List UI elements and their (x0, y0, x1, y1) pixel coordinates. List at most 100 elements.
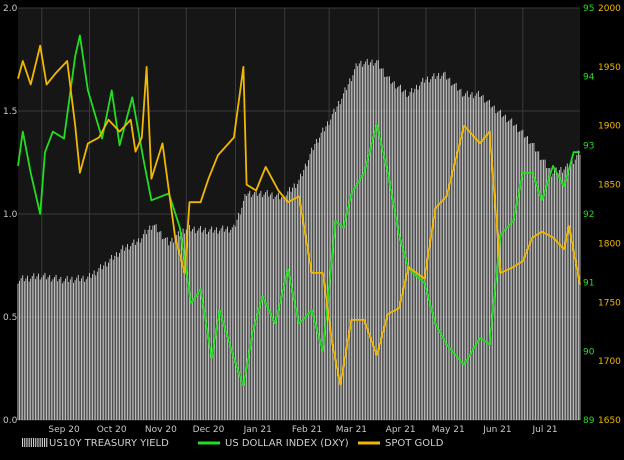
yield-bar (439, 78, 441, 420)
yield-bar (536, 151, 538, 420)
yield-bar (457, 90, 459, 421)
yield-bar (133, 239, 135, 420)
yield-bar (446, 79, 448, 420)
yield-bar (365, 61, 367, 420)
yield-bar (23, 281, 25, 420)
yield-bar (120, 249, 122, 420)
yield-bar (368, 64, 370, 420)
yield-bar (517, 132, 519, 420)
yield-bar (319, 137, 321, 420)
yield-bar (495, 113, 497, 421)
yield-bar (331, 114, 333, 421)
yield-bar (449, 77, 451, 420)
yield-bar (303, 169, 305, 420)
legend: US10Y TREASURY YIELD US DOLLAR INDEX (DXY… (22, 438, 444, 449)
legend-item: US DOLLAR INDEX (DXY) (198, 438, 349, 449)
yield-bar (125, 247, 127, 420)
yield-bar (466, 90, 468, 420)
yield-bar (558, 169, 560, 420)
yield-bar (565, 166, 567, 420)
yield-bar (39, 279, 41, 420)
legend-swatch-bars (37, 438, 39, 447)
yield-bar (235, 226, 236, 420)
x-tick-label: Feb 21 (292, 425, 322, 435)
legend-swatch-bars (46, 438, 48, 447)
yield-bar (520, 130, 522, 421)
yield-bar (98, 267, 100, 420)
yield-bar (225, 229, 227, 420)
yield-bar (274, 196, 276, 420)
x-tick-label: Oct 20 (97, 425, 127, 435)
legend-item: US10Y TREASURY YIELD (22, 438, 169, 449)
yield-bar (233, 224, 235, 420)
legend-label: US10Y TREASURY YIELD (49, 438, 169, 449)
yield-bar (573, 164, 575, 420)
yield-bar (311, 147, 313, 421)
yield-bar (347, 84, 349, 420)
yield-bar (187, 227, 189, 420)
x-tick-label: Sep 20 (48, 425, 80, 435)
gold-line (17, 44, 581, 386)
yield-bar (531, 143, 533, 421)
yield-bar (138, 238, 140, 420)
yield-bar (566, 163, 568, 420)
yield-bar (81, 278, 82, 420)
yield-bar (501, 117, 503, 421)
yield-bar (304, 163, 306, 421)
yield-bar (516, 124, 517, 420)
yield-bar (308, 160, 309, 420)
yield-bar (254, 192, 255, 420)
yield-bar (493, 105, 495, 420)
y-dxy-tick-label: 94 (583, 73, 595, 83)
yield-bar (355, 63, 357, 420)
yield-bar (395, 88, 397, 421)
yield-bar (431, 76, 433, 420)
yield-bar (519, 131, 521, 420)
yield-bar (290, 191, 292, 420)
yield-bar (46, 279, 47, 420)
yield-bar (373, 65, 375, 421)
yield-bar (281, 197, 282, 420)
yield-bar (485, 101, 487, 420)
yield-bar (169, 241, 171, 420)
yield-bar (300, 173, 301, 420)
yield-bar (555, 167, 557, 420)
yield-bar (241, 207, 243, 420)
x-tick-label: Apr 21 (386, 425, 416, 435)
yield-bar (325, 126, 327, 420)
yield-bar (127, 244, 128, 420)
yield-bar (430, 79, 432, 420)
yield-bar (530, 143, 532, 420)
yield-bar (489, 99, 490, 421)
legend-swatch-line (198, 441, 220, 445)
yield-bar (198, 228, 200, 420)
yield-bar (563, 169, 565, 420)
yield-bar (84, 281, 86, 420)
yield-bar (301, 176, 303, 420)
yield-bar (482, 95, 484, 420)
yield-bar (454, 83, 455, 420)
yield-bar (276, 194, 278, 420)
yield-bar (487, 100, 489, 421)
yield-bar (209, 229, 211, 420)
yield-bar (36, 276, 38, 420)
yield-bar (384, 76, 386, 421)
yield-bar (282, 195, 284, 420)
legend-label: SPOT GOLD (385, 438, 444, 449)
yield-bar (335, 111, 336, 421)
yield-bar (115, 252, 117, 420)
yield-bar (285, 195, 287, 420)
yield-bar (473, 98, 475, 420)
yield-bar (101, 269, 103, 420)
yield-bar (231, 227, 233, 420)
yield-bar (465, 93, 467, 420)
yield-bar (219, 230, 221, 420)
yield-bar (79, 281, 81, 420)
yield-bar (481, 96, 482, 421)
yield-bar (130, 246, 132, 420)
y-gold-tick-label: 1750 (598, 298, 621, 308)
yield-bar (52, 279, 54, 420)
yield-bar (190, 231, 192, 420)
yield-bar (533, 142, 535, 420)
yield-bar (135, 244, 136, 420)
